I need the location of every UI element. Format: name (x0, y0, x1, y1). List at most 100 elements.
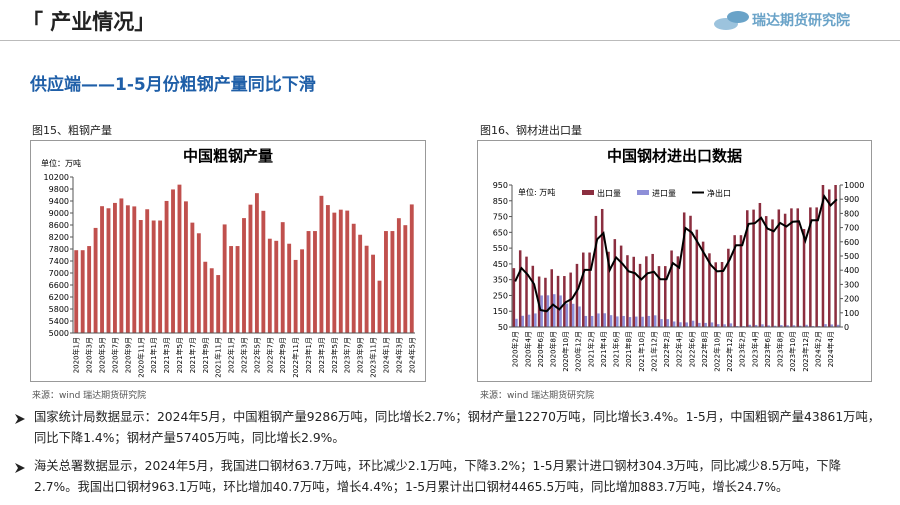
bar (695, 229, 699, 327)
bar (723, 324, 726, 327)
bar (106, 208, 111, 333)
x-tick-label: 2020年10月 (561, 331, 570, 372)
x-tick-label: 2022年3月 (240, 337, 249, 373)
x-tick-label: 2024年5月 (407, 337, 416, 373)
x-tick-label: 2020年4月 (523, 331, 532, 367)
x-tick-label: 2021年6月 (612, 331, 621, 367)
bar (113, 202, 117, 333)
y2-tick-label: 300 (844, 280, 859, 289)
bar (733, 235, 736, 327)
bar (125, 205, 130, 333)
x-tick-label: 2020年2月 (511, 331, 520, 367)
bar (727, 248, 730, 327)
bullet-text: 国家统计局数据显示：2024年5月，中国粗钢产量9286万吨，同比增长2.7%；… (34, 410, 881, 445)
y-tick-label: 8600 (49, 221, 69, 230)
x-tick-label: 2020年6月 (536, 331, 545, 367)
bar (527, 314, 531, 327)
bullet-icon (15, 463, 25, 473)
bullet-icon (15, 414, 25, 424)
x-tick-label: 2023年6月 (763, 331, 772, 367)
x-tick-label: 2020年7月 (110, 337, 119, 373)
bar (138, 220, 143, 333)
x-tick-label: 2021年12月 (649, 331, 658, 372)
bar (796, 208, 799, 327)
y-tick-label: 550 (493, 244, 508, 253)
bar (280, 222, 285, 333)
bar (151, 220, 156, 333)
chart-frame: 中国粗钢产量 单位：万吨 5000 5400 5800 6200 6600 7000 7400 7… (30, 140, 426, 382)
bar (590, 315, 594, 327)
x-tick-label: 2021年11月 (214, 337, 223, 378)
bar (701, 241, 705, 327)
bar (607, 251, 610, 327)
x-tick-label: 2023年9月 (356, 337, 365, 373)
x-tick-label: 2021年1月 (149, 337, 158, 373)
bar (603, 313, 606, 327)
bar (739, 235, 743, 327)
bar (371, 254, 375, 333)
figure-label: 图15、粗钢产量 (32, 124, 112, 137)
bar (319, 195, 324, 333)
bar (754, 324, 758, 327)
x-tick-label: 2022年7月 (265, 337, 274, 373)
bar (145, 209, 150, 333)
bar (158, 220, 163, 333)
y2-tick-label: 0 (844, 323, 849, 332)
bar (780, 325, 783, 327)
x-tick-label: 2020年12月 (574, 331, 583, 372)
bar (786, 325, 789, 327)
y-tick-label: 10200 (44, 173, 69, 182)
y-tick-label: 6200 (49, 293, 69, 302)
header-rule (0, 40, 900, 41)
x-tick-label: 2023年5月 (330, 337, 339, 373)
bar (645, 256, 648, 327)
bar (664, 266, 667, 327)
y-tick-label: 150 (493, 307, 508, 316)
y-tick-label: 950 (493, 181, 508, 190)
bar (274, 240, 279, 333)
subtitle: 供应端——1-5月份粗钢产量同比下滑 (30, 75, 316, 95)
plot (74, 184, 414, 333)
bar (229, 246, 234, 333)
bar (190, 222, 195, 333)
x-tick-label: 2022年1月 (227, 337, 236, 373)
bar (287, 243, 292, 333)
bar (824, 324, 827, 327)
x-tick-label: 2022年8月 (700, 331, 709, 367)
bar (571, 303, 575, 327)
bar (216, 275, 221, 333)
bar (209, 268, 214, 333)
x-tick-label: 2023年3月 (317, 337, 326, 373)
x-tick-label: 2021年2月 (586, 331, 595, 367)
bar (525, 256, 528, 327)
bar (828, 189, 831, 327)
x-tick-label: 2023年8月 (776, 331, 785, 367)
figure-label: 图16、钢材进出口量 (480, 124, 582, 137)
x-tick-label: 2021年8月 (624, 331, 633, 367)
y-tick-label: 350 (493, 276, 508, 285)
bar (403, 225, 408, 333)
bar (653, 315, 657, 327)
bar (358, 234, 363, 333)
bar (544, 277, 547, 327)
bar (783, 213, 787, 327)
bar (689, 215, 692, 327)
bar (622, 315, 625, 327)
bar (531, 265, 535, 327)
header-title: 「 产业情况」 (22, 10, 156, 34)
bar (676, 256, 680, 327)
x-tick-label: 2021年3月 (162, 337, 171, 373)
bar (830, 324, 834, 327)
y-tick-label: 8200 (49, 233, 69, 242)
x-tick-label: 2024年4月 (826, 331, 835, 367)
bar (651, 253, 654, 327)
plot (512, 185, 840, 327)
y-tick-label: 7000 (49, 269, 69, 278)
y-tick-label: 5800 (49, 305, 69, 314)
bar (771, 219, 774, 327)
bar (679, 322, 682, 327)
bar (647, 315, 651, 327)
bar (597, 313, 600, 327)
x-tick-label: 2020年11月 (136, 337, 145, 378)
